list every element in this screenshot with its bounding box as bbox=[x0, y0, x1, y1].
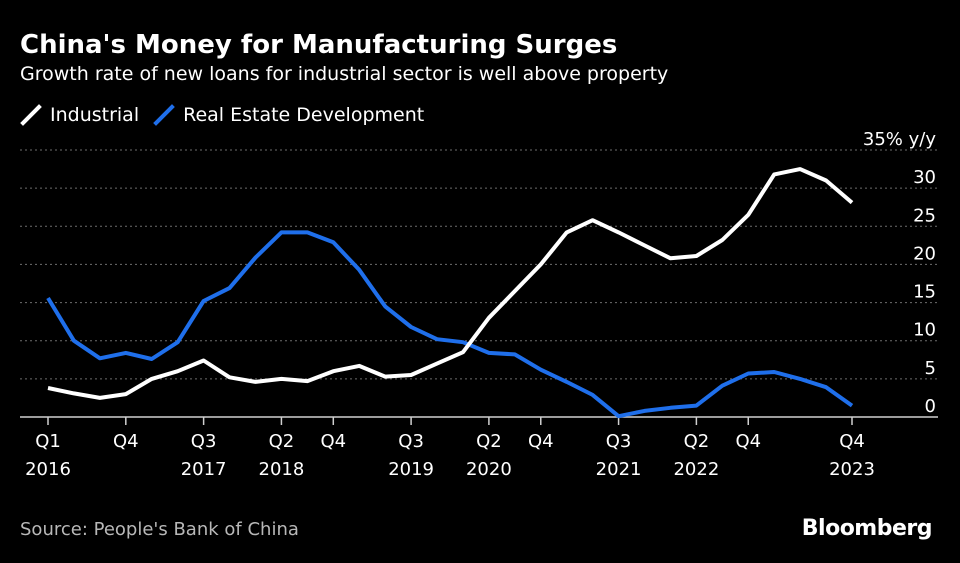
x-tick-label-25: Q2 bbox=[684, 431, 710, 452]
x-year-label-17: 2020 bbox=[466, 459, 512, 480]
y-tick-label-35: 35% y/y bbox=[863, 129, 936, 150]
series-line-industrial bbox=[47, 167, 854, 400]
x-year-label-14: 2019 bbox=[388, 459, 434, 480]
y-tick-label-30: 30 bbox=[913, 167, 936, 188]
y-tick-label-5: 5 bbox=[925, 358, 936, 379]
source-note: Source: People's Bank of China bbox=[20, 519, 299, 540]
y-tick-label-10: 10 bbox=[913, 320, 936, 341]
x-tick-label-6: Q3 bbox=[191, 431, 217, 452]
x-year-label-6: 2017 bbox=[181, 459, 227, 480]
x-tick-label-11: Q4 bbox=[320, 431, 346, 452]
x-tick-label-31: Q4 bbox=[839, 431, 865, 452]
legend-swatch-real-estate bbox=[153, 104, 175, 126]
x-year-label-0: 2016 bbox=[25, 459, 71, 480]
legend: Industrial Real Estate Development bbox=[20, 104, 438, 126]
legend-item-industrial: Industrial bbox=[20, 104, 139, 126]
chart-title: China's Money for Manufacturing Surges bbox=[20, 30, 618, 60]
legend-swatch-industrial bbox=[20, 104, 42, 126]
x-tick-label-3: Q4 bbox=[113, 431, 139, 452]
y-tick-label-25: 25 bbox=[913, 205, 936, 226]
x-year-label-9: 2018 bbox=[259, 459, 305, 480]
series-line-real-estate-development bbox=[46, 230, 854, 419]
chart-subtitle: Growth rate of new loans for industrial … bbox=[20, 63, 669, 85]
legend-label-industrial: Industrial bbox=[50, 104, 140, 126]
legend-label-real-estate: Real Estate Development bbox=[183, 104, 425, 126]
x-tick-label-9: Q2 bbox=[269, 431, 295, 452]
x-year-label-25: 2022 bbox=[673, 459, 719, 480]
legend-item-real-estate: Real Estate Development bbox=[153, 104, 424, 126]
y-tick-label-15: 15 bbox=[913, 282, 936, 303]
x-tick-label-19: Q4 bbox=[528, 431, 554, 452]
x-year-label-31: 2023 bbox=[829, 459, 875, 480]
y-tick-label-20: 20 bbox=[913, 243, 936, 264]
x-tick-label-22: Q3 bbox=[606, 431, 632, 452]
x-tick-label-17: Q2 bbox=[476, 431, 502, 452]
bloomberg-logo: Bloomberg bbox=[801, 516, 933, 541]
x-tick-label-27: Q4 bbox=[735, 431, 761, 452]
x-tick-label-0: Q1 bbox=[35, 431, 61, 452]
x-tick-label-14: Q3 bbox=[398, 431, 424, 452]
x-year-label-22: 2021 bbox=[596, 459, 642, 480]
y-tick-label-0: 0 bbox=[925, 396, 936, 417]
